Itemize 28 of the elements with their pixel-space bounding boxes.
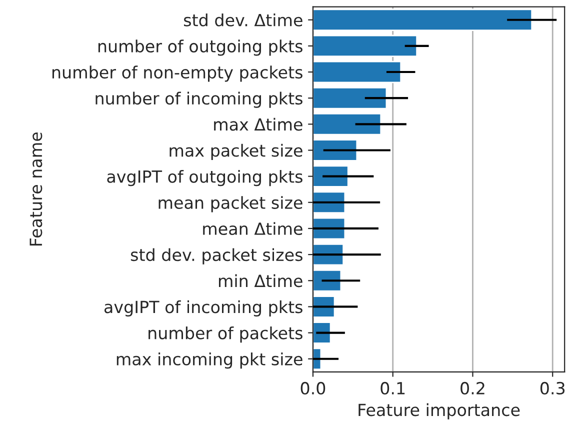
y-tick-label: number of non-empty packets — [52, 66, 302, 82]
bar — [312, 86, 388, 110]
y-tick-label: mean packet size — [158, 196, 302, 212]
x-axis-title: Feature importance — [358, 403, 520, 420]
x-tick-label: 0.3 — [540, 382, 565, 395]
y-tick-label: max incoming pkt size — [116, 352, 302, 369]
bar — [312, 8, 533, 31]
bar — [312, 139, 358, 162]
y-tick-label: min Δtime — [218, 274, 302, 288]
bar — [312, 270, 342, 292]
bar — [312, 34, 418, 58]
y-tick-label: number of packets — [148, 326, 302, 343]
y-tick-label: number of outgoing pkts — [98, 40, 302, 56]
y-tick-label: std dev. Δtime — [184, 14, 302, 26]
bar — [312, 113, 382, 136]
y-tick-label: avgIPT of incoming pkts — [104, 300, 302, 317]
bar — [312, 165, 349, 188]
y-tick-label: number of incoming pkts — [96, 92, 302, 108]
x-tick-label: 0.0 — [300, 382, 326, 395]
y-tick-label: avgIPT of outgoing pkts — [107, 170, 302, 186]
x-tick-label: 0.1 — [380, 382, 405, 395]
y-tick-label: std dev. packet sizes — [130, 248, 302, 264]
y-axis-title: Feature name — [30, 132, 42, 246]
y-tick-label: max Δtime — [214, 118, 302, 131]
bar — [312, 60, 402, 84]
y-tick-label: mean Δtime — [203, 222, 302, 236]
x-tick-label: 0.2 — [460, 382, 484, 395]
y-tick-label: max packet size — [170, 144, 302, 160]
